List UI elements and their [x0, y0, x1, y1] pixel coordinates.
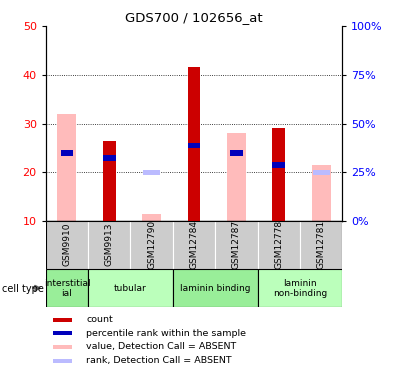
Text: laminin
non-binding: laminin non-binding	[273, 279, 327, 298]
Title: GDS700 / 102656_at: GDS700 / 102656_at	[125, 11, 263, 25]
Bar	[258, 269, 342, 307]
Bar	[173, 221, 215, 269]
Bar	[88, 269, 173, 307]
Bar	[60, 150, 73, 156]
Bar	[53, 331, 72, 335]
Bar	[227, 133, 246, 221]
Bar	[312, 169, 330, 175]
Bar	[57, 114, 76, 221]
Bar	[143, 169, 160, 175]
Bar	[258, 221, 300, 269]
Bar	[230, 150, 243, 156]
Bar	[173, 269, 258, 307]
Bar	[300, 221, 342, 269]
Bar	[88, 221, 131, 269]
Text: tubular: tubular	[114, 284, 147, 293]
Bar	[53, 318, 72, 322]
Text: GSM12778: GSM12778	[274, 220, 283, 269]
Text: cell type: cell type	[2, 284, 44, 294]
Text: GSM9910: GSM9910	[62, 223, 72, 266]
Text: GSM12787: GSM12787	[232, 220, 241, 269]
Bar	[188, 67, 200, 221]
Bar	[272, 162, 285, 168]
Text: laminin binding: laminin binding	[180, 284, 250, 293]
Text: percentile rank within the sample: percentile rank within the sample	[86, 329, 246, 338]
Bar	[46, 269, 88, 307]
Text: interstitial
ial: interstitial ial	[44, 279, 90, 298]
Bar	[215, 221, 258, 269]
Bar	[131, 221, 173, 269]
Text: value, Detection Call = ABSENT: value, Detection Call = ABSENT	[86, 343, 236, 351]
Bar	[46, 221, 88, 269]
Bar	[53, 345, 72, 349]
Bar	[53, 359, 72, 363]
Bar	[272, 128, 285, 221]
Text: GSM12784: GSM12784	[189, 220, 199, 269]
Text: rank, Detection Call = ABSENT: rank, Detection Call = ABSENT	[86, 356, 232, 365]
Bar	[142, 214, 161, 221]
Bar	[103, 155, 116, 161]
Bar	[312, 165, 331, 221]
Text: count: count	[86, 315, 113, 324]
Text: GSM12781: GSM12781	[316, 220, 326, 269]
Bar	[103, 141, 116, 221]
Text: GSM12790: GSM12790	[147, 220, 156, 269]
Text: GSM9913: GSM9913	[105, 223, 114, 266]
Bar	[188, 143, 200, 149]
